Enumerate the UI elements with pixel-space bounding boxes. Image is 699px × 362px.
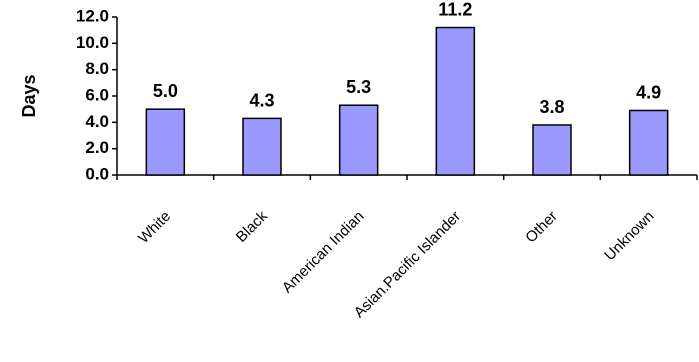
y-tick-label: 10.0 — [76, 33, 109, 52]
y-axis: 0.0 2.0 4.0 6.0 8.0 10.0 12.0 — [76, 6, 118, 183]
bar-american-indian — [338, 104, 379, 176]
category-label: Unknown — [601, 208, 657, 264]
y-tick-label: 4.0 — [85, 112, 109, 131]
y-axis-title: Days — [19, 74, 39, 117]
y-tick-label: 12.0 — [76, 6, 109, 25]
bar-other — [532, 124, 572, 176]
x-axis — [116, 174, 698, 180]
data-label: 4.9 — [636, 82, 661, 102]
category-label: Asian.Pacific Islander — [351, 208, 464, 321]
bar-asian-pacific-islander — [435, 26, 476, 176]
bar-black — [242, 117, 282, 176]
data-label: 5.0 — [153, 81, 178, 101]
y-tick-label: 0.0 — [85, 164, 109, 183]
data-labels: 5.0 4.3 5.3 11.2 3.8 4.9 — [153, 0, 661, 117]
bar-white — [145, 108, 186, 176]
category-label: Other — [522, 208, 561, 247]
data-label: 5.3 — [346, 77, 371, 97]
bars — [145, 26, 669, 176]
data-label: 3.8 — [539, 97, 564, 117]
bar-unknown — [628, 109, 669, 176]
category-label: American Indian — [279, 208, 368, 297]
category-label: White — [135, 208, 174, 247]
category-label: Black — [233, 207, 271, 245]
data-label: 4.3 — [249, 90, 274, 110]
y-tick-label: 6.0 — [85, 85, 109, 104]
y-tick-label: 2.0 — [85, 138, 109, 157]
y-tick-label: 8.0 — [85, 59, 109, 78]
data-label: 11.2 — [438, 0, 472, 20]
